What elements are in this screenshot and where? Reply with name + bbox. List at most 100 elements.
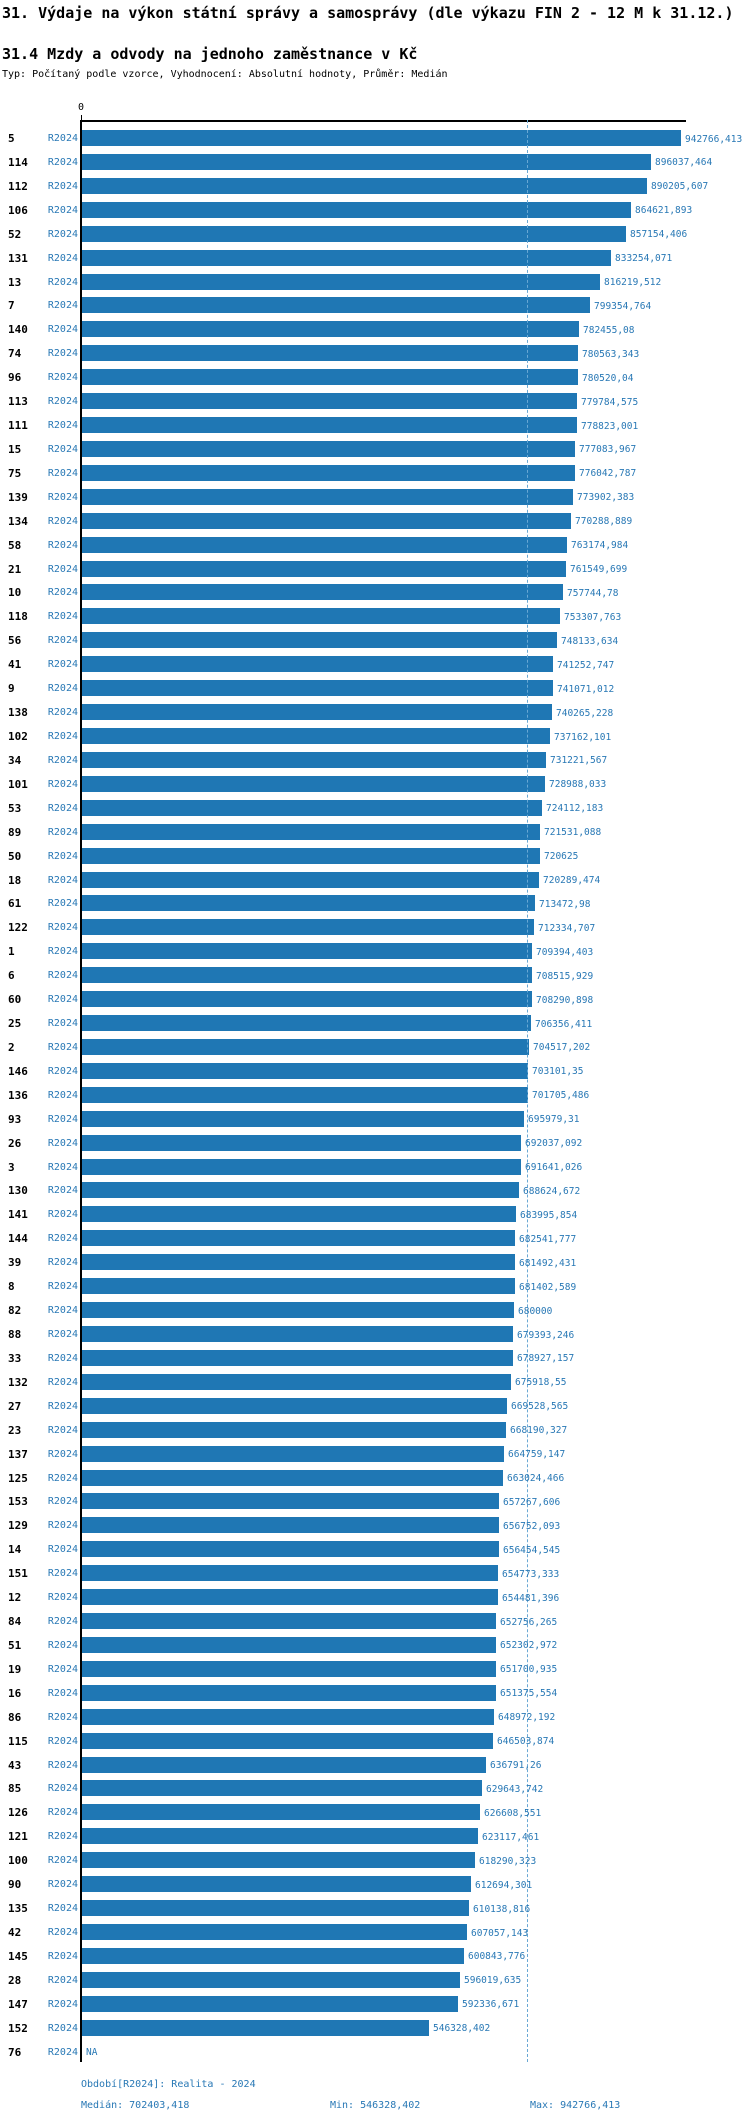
bar-value-label: 763174,984 bbox=[571, 540, 629, 552]
bar-value-label: 683995,854 bbox=[520, 1209, 578, 1221]
row-id-label: 89 bbox=[8, 825, 22, 839]
row-id-label: 3 bbox=[8, 1160, 15, 1174]
row-id-label: 52 bbox=[8, 227, 22, 241]
bar bbox=[82, 1947, 464, 1964]
bar bbox=[82, 1565, 498, 1582]
row-period-label: R2024 bbox=[47, 731, 78, 742]
row-id-label: 130 bbox=[8, 1184, 28, 1198]
row-id-label: 15 bbox=[8, 442, 22, 456]
bar-value-label: 678927,157 bbox=[517, 1353, 575, 1365]
bar bbox=[82, 201, 631, 218]
bar-value-label: 664759,147 bbox=[508, 1449, 566, 1461]
bar bbox=[82, 1326, 513, 1342]
bar-value-label: 701705,486 bbox=[532, 1090, 590, 1102]
row-period-label: R2024 bbox=[47, 1639, 78, 1651]
bar-value-label: 816219,512 bbox=[604, 277, 662, 289]
bar-value-label: 596019,635 bbox=[464, 1975, 522, 1987]
bar-value-label: 761549,699 bbox=[570, 564, 628, 576]
bar-value-label: 709394,403 bbox=[536, 946, 594, 958]
row-period-label: R2024 bbox=[47, 1472, 78, 1484]
row-period-label: R2024 bbox=[47, 1735, 78, 1747]
bar-value-label: 713472,98 bbox=[539, 898, 591, 910]
row-period-label: R2024 bbox=[47, 2046, 78, 2058]
bar-value-label: 656454,545 bbox=[503, 1544, 561, 1556]
bar bbox=[82, 560, 566, 577]
bar bbox=[82, 680, 553, 697]
row-period-label: R2024 bbox=[47, 683, 78, 695]
bar bbox=[82, 1517, 499, 1534]
bar-value-label: 780520,04 bbox=[582, 372, 634, 384]
row-id-label: 56 bbox=[8, 634, 22, 648]
bar bbox=[82, 1828, 478, 1845]
row-id-label: 6 bbox=[8, 969, 15, 983]
bar bbox=[82, 1062, 528, 1079]
y-axis-line bbox=[80, 120, 82, 2062]
row-id-label: 19 bbox=[8, 1662, 22, 1676]
bar bbox=[82, 728, 550, 744]
row-period-label: R2024 bbox=[47, 1520, 78, 1532]
row-id-label: 146 bbox=[8, 1064, 28, 1078]
row-period-label: R2024 bbox=[47, 874, 78, 886]
bar bbox=[82, 345, 578, 362]
row-id-label: 2 bbox=[8, 1040, 15, 1054]
bar-value-label: 629643,742 bbox=[486, 1783, 544, 1795]
bar-value-label: NA bbox=[86, 2047, 98, 2059]
row-id-label: 102 bbox=[8, 730, 28, 743]
row-id-label: 26 bbox=[8, 1136, 22, 1150]
bar bbox=[82, 775, 545, 792]
row-period-label: R2024 bbox=[47, 1137, 78, 1149]
row-period-label: R2024 bbox=[47, 1903, 78, 1915]
chart-title: 31.4 Mzdy a odvody na jednoho zaměstnanc… bbox=[2, 45, 418, 63]
bar bbox=[82, 1493, 499, 1510]
bar bbox=[82, 919, 534, 936]
bar-value-label: 776042,787 bbox=[579, 468, 637, 480]
row-id-label: 34 bbox=[8, 753, 22, 767]
bar-value-label: 704517,202 bbox=[533, 1042, 591, 1054]
row-period-label: R2024 bbox=[47, 1496, 78, 1508]
bar bbox=[82, 512, 571, 529]
bar-value-label: 636791,26 bbox=[490, 1760, 542, 1772]
row-id-label: 131 bbox=[8, 251, 28, 265]
bar bbox=[82, 1421, 506, 1438]
row-period-label: R2024 bbox=[47, 1089, 78, 1101]
bar-value-label: 773902,383 bbox=[577, 492, 635, 504]
bar bbox=[82, 632, 557, 649]
bar bbox=[82, 1541, 499, 1558]
bar-value-label: 681402,589 bbox=[519, 1281, 577, 1293]
bar bbox=[82, 1780, 482, 1797]
bar bbox=[82, 656, 553, 673]
bar bbox=[82, 1852, 475, 1869]
row-id-label: 58 bbox=[8, 538, 22, 552]
bar-value-label: 720289,474 bbox=[543, 875, 601, 887]
bar bbox=[82, 1373, 511, 1390]
row-period-label: R2024 bbox=[47, 754, 78, 766]
row-id-label: 88 bbox=[8, 1328, 22, 1341]
bar-value-label: 741071,012 bbox=[557, 683, 615, 695]
bar bbox=[82, 1900, 469, 1917]
bar-value-label: 728988,033 bbox=[549, 779, 607, 791]
bar bbox=[82, 704, 552, 721]
bar-value-label: 770288,889 bbox=[575, 516, 633, 528]
bar bbox=[82, 273, 600, 290]
bar-value-label: 656752,093 bbox=[503, 1520, 561, 1532]
bar-value-label: 780563,343 bbox=[582, 348, 640, 360]
bar bbox=[82, 1254, 515, 1271]
bar bbox=[82, 225, 626, 242]
row-period-label: R2024 bbox=[47, 1329, 78, 1340]
row-period-label: R2024 bbox=[47, 228, 78, 240]
row-period-label: R2024 bbox=[47, 539, 78, 551]
bar bbox=[82, 1589, 498, 1606]
row-period-label: R2024 bbox=[47, 300, 78, 312]
bar bbox=[82, 1469, 503, 1486]
row-id-label: 82 bbox=[8, 1304, 22, 1318]
row-period-label: R2024 bbox=[47, 802, 78, 814]
row-period-label: R2024 bbox=[47, 659, 78, 671]
row-id-label: 137 bbox=[8, 1447, 28, 1461]
row-id-label: 16 bbox=[8, 1686, 22, 1700]
row-period-label: R2024 bbox=[47, 611, 78, 623]
row-period-label: R2024 bbox=[47, 1065, 78, 1077]
bar-value-label: 712334,707 bbox=[538, 922, 596, 934]
row-period-label: R2024 bbox=[47, 1041, 78, 1053]
row-id-label: 43 bbox=[8, 1758, 22, 1772]
row-id-label: 153 bbox=[8, 1495, 28, 1509]
